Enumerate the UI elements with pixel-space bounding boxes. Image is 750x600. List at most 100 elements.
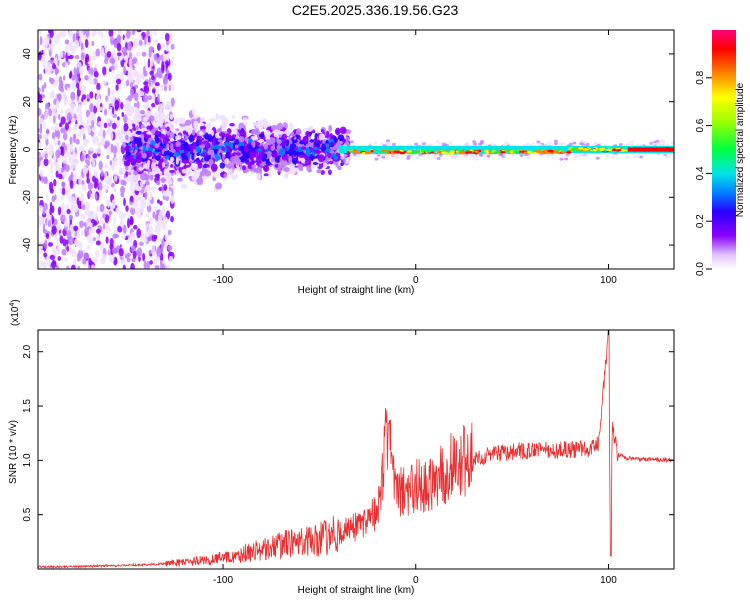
spectrogram-cell — [94, 135, 99, 143]
spectrogram-cell — [168, 186, 172, 192]
spectrogram-cell — [531, 142, 536, 146]
colorbar-label: Normalized spectral amplitude — [735, 82, 746, 217]
spectrogram-cell — [105, 236, 109, 244]
spectrogram-cell — [441, 151, 447, 154]
spectrogram-cell — [158, 238, 162, 243]
spectrogram-cell — [511, 153, 516, 157]
spectrogram-cell — [298, 154, 305, 159]
spectrogram-cell — [258, 138, 264, 143]
spectrogram-cell — [175, 157, 179, 165]
spectrogram-cell — [295, 134, 300, 138]
spectrogram-cell — [130, 169, 135, 177]
spectrogram-cell — [149, 186, 157, 190]
spectrogram-cell — [73, 123, 80, 130]
spectrogram-cell — [104, 163, 109, 169]
spectrogram-cell — [249, 168, 256, 172]
spectrogram-cell — [90, 189, 96, 200]
spectrogram-cell — [56, 246, 60, 256]
y-tick-label: -40 — [22, 237, 33, 252]
spectrogram-cell — [204, 143, 210, 149]
spectrogram-cell — [138, 34, 143, 42]
spectrogram-cell — [391, 153, 396, 157]
spectrogram-cell — [657, 143, 662, 147]
spectrogram-cell — [118, 248, 124, 257]
spectrogram-cell — [125, 30, 131, 39]
spectrogram-cell — [234, 144, 239, 149]
spectrogram-cell — [145, 185, 152, 190]
spectrogram-cell — [166, 52, 170, 62]
spectrogram-cell — [47, 158, 53, 165]
spectrogram-cell — [52, 82, 58, 88]
spectrogram-cell — [68, 214, 74, 220]
spectrogram-cell — [149, 70, 154, 76]
spectrogram-cell — [129, 147, 134, 151]
spectrogram-cell — [167, 240, 172, 245]
spectrogram-cell — [109, 57, 115, 64]
spectrogram-cell — [136, 61, 139, 67]
spectrogram-cell — [115, 207, 120, 214]
spectrogram-cell — [130, 206, 136, 216]
spectrogram-cell — [156, 247, 162, 257]
spectrogram-cell — [90, 226, 96, 234]
spectrogram-cell — [114, 130, 119, 141]
spectrogram-cell — [119, 137, 125, 144]
spectrogram-cell — [655, 139, 660, 143]
spectrogram-cell — [337, 134, 345, 142]
spectrogram-cell — [106, 50, 112, 58]
spectrogram-cell — [96, 94, 101, 104]
spectrogram-cell — [125, 54, 129, 64]
spectrogram-cell — [300, 146, 306, 150]
spectrogram-cell — [156, 231, 161, 237]
spectrogram-cell — [94, 212, 99, 220]
spectrogram-cell — [230, 155, 237, 163]
spectrogram-cell — [109, 238, 114, 247]
spectrogram-cell — [625, 155, 630, 159]
spectrogram-cell — [80, 52, 85, 61]
spectrogram-cell — [582, 148, 589, 151]
spectrogram-cell — [52, 63, 57, 70]
spectrogram-cell — [201, 171, 206, 176]
spectrogram-cell — [198, 131, 204, 136]
spectrogram-cell — [266, 151, 273, 159]
spectrogram-cell — [518, 150, 522, 153]
spectrogram-cell — [171, 57, 175, 64]
spectrogram-cell — [169, 156, 175, 162]
spectrogram-cell — [92, 51, 97, 61]
spectrogram-cell — [132, 57, 138, 63]
spectrogram-cell — [154, 121, 162, 127]
spectrogram-cell — [136, 100, 140, 109]
spectrogram-cell — [145, 102, 151, 108]
spectrogram-cell — [163, 115, 170, 119]
spectrogram-cell — [144, 61, 148, 67]
spectrogram-cell — [75, 82, 80, 89]
spectrogram-cell — [49, 254, 55, 260]
spectrogram-cell — [91, 120, 95, 128]
spectrogram-cell — [110, 89, 116, 96]
spectrogram-cell — [61, 181, 66, 188]
spectrogram-cell — [553, 142, 558, 146]
spectrogram-cell — [306, 126, 314, 132]
spectrogram-cell — [144, 190, 148, 200]
spectrogram-cell — [90, 67, 94, 76]
spectrogram-cell — [49, 207, 53, 216]
spectrogram-cell — [155, 224, 160, 231]
spectrogram-cell — [191, 108, 196, 116]
spectrogram-cell — [66, 112, 72, 122]
snr-frame — [37, 329, 675, 570]
spectrogram-cell — [595, 156, 600, 160]
spectrogram-cell — [308, 142, 312, 148]
spectrogram-cell — [94, 172, 99, 178]
spectrogram-cell — [73, 258, 77, 267]
spectrogram-cell — [75, 107, 79, 113]
spectrogram-cell — [124, 36, 127, 42]
spectrogram-cell — [390, 150, 395, 153]
spectrogram-cell — [161, 61, 165, 71]
spectrogram-cell — [258, 133, 265, 138]
spectrogram-cell — [229, 122, 235, 127]
spectrogram-cell — [605, 148, 613, 152]
spectrogram-cell — [183, 164, 191, 168]
spectrogram-cell — [151, 167, 157, 174]
spectrogram-cell — [94, 149, 98, 154]
spectrogram-cell — [88, 146, 94, 152]
spectrogram-cell — [145, 212, 150, 218]
